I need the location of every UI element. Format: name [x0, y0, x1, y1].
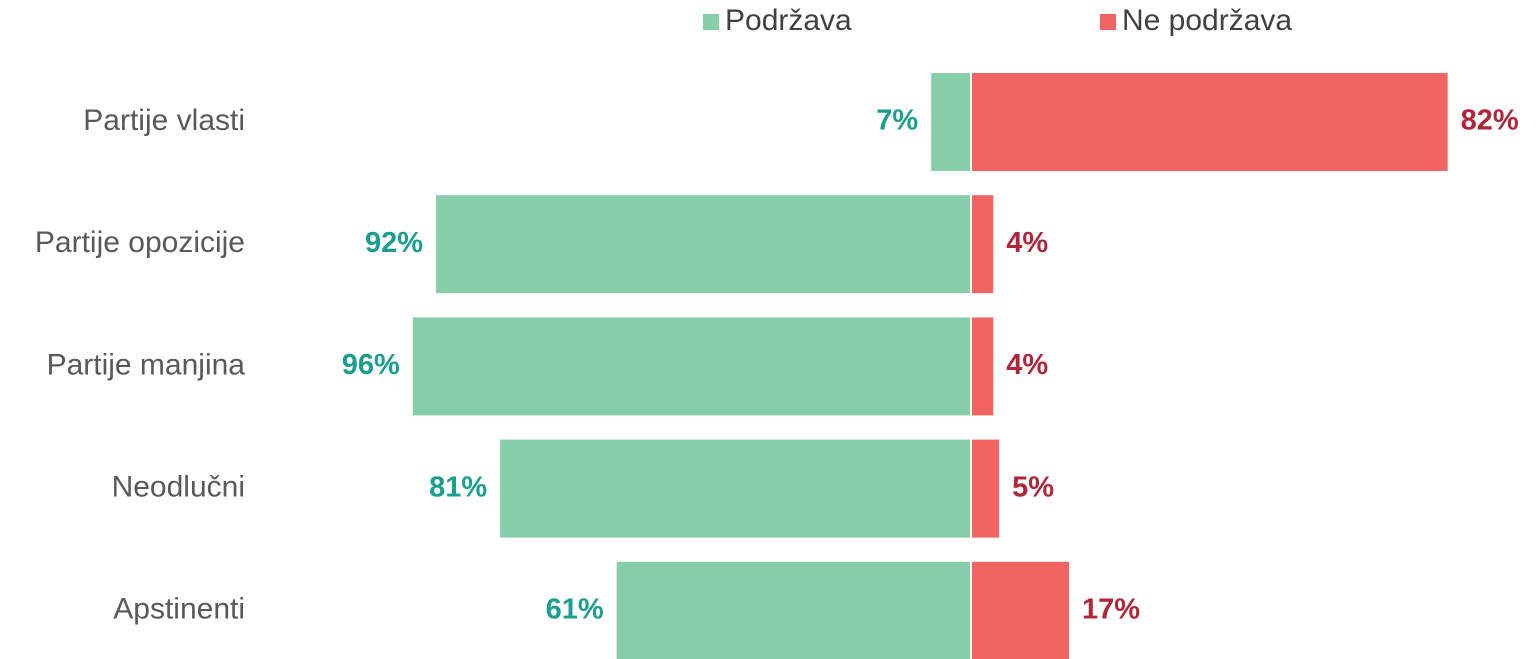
legend-swatch	[703, 14, 719, 30]
value-label: 4%	[1006, 227, 1048, 259]
bar	[970, 71, 1450, 173]
bar	[970, 193, 996, 296]
value-label: 4%	[1006, 349, 1048, 381]
value-label: 17%	[1082, 593, 1140, 625]
category-label: Neodlučni	[112, 471, 245, 504]
legend-swatch	[1100, 14, 1116, 30]
bar	[970, 437, 1002, 540]
value-label: 5%	[1012, 471, 1054, 503]
category-label: Apstinenti	[113, 593, 245, 626]
legend-label: Podržava	[725, 4, 852, 37]
value-label: 81%	[429, 471, 487, 503]
legend-label: Ne podržava	[1122, 4, 1292, 37]
value-label: 82%	[1461, 105, 1519, 137]
bar	[614, 559, 972, 659]
value-label: 92%	[365, 227, 423, 259]
bar	[929, 71, 972, 173]
category-label: Partije opozicije	[35, 226, 245, 259]
value-label: 61%	[546, 593, 604, 625]
value-label: 7%	[876, 105, 918, 137]
bar	[970, 315, 996, 418]
bar	[410, 315, 972, 418]
bar	[970, 559, 1072, 659]
category-label: Partije vlasti	[83, 104, 245, 137]
category-label: Partije manjina	[47, 348, 246, 381]
bar	[434, 193, 973, 296]
bar	[498, 437, 972, 540]
value-label: 96%	[342, 349, 400, 381]
